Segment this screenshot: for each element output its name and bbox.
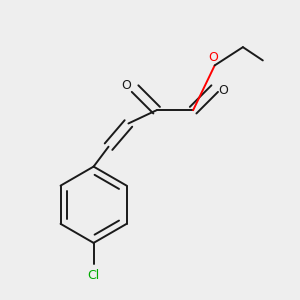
Text: Cl: Cl (88, 268, 100, 282)
Text: O: O (208, 51, 218, 64)
Text: O: O (122, 80, 131, 92)
Text: O: O (218, 84, 228, 97)
